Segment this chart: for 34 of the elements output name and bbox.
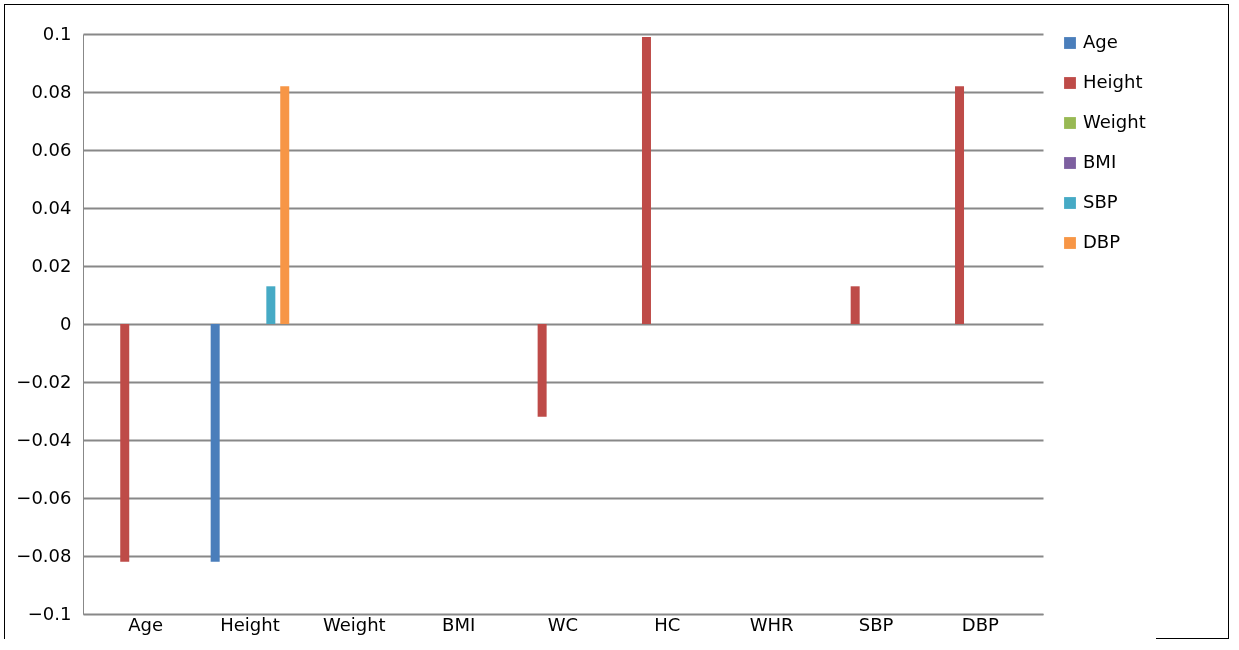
bar — [266, 286, 276, 324]
legend-label: SBP — [1083, 191, 1118, 212]
y-tick-label: 0 — [60, 312, 72, 334]
x-tick-label: Age — [128, 613, 164, 635]
bar — [120, 324, 130, 562]
y-tick-label: 0.04 — [31, 196, 72, 218]
bar — [280, 86, 290, 324]
x-tick-label: BMI — [442, 613, 476, 635]
legend-label: Weight — [1083, 111, 1146, 132]
y-tick-label: 0.08 — [31, 80, 72, 102]
y-tick-label: 0.02 — [31, 254, 72, 276]
legend-label: Height — [1083, 71, 1143, 92]
x-tick-label: Height — [220, 613, 280, 635]
legend-label: Age — [1083, 31, 1118, 52]
bar — [955, 86, 965, 324]
y-tick-label: 0.06 — [31, 138, 72, 160]
legend-label: DBP — [1083, 231, 1121, 252]
x-tick-label: WHR — [749, 613, 794, 635]
legend-label: BMI — [1083, 151, 1117, 172]
y-tick-label: −0.02 — [16, 370, 72, 392]
x-tick-label: Weight — [322, 613, 386, 635]
x-tick-label: WC — [547, 613, 579, 635]
x-tick-label: HC — [654, 613, 681, 635]
y-tick-label: −0.08 — [16, 544, 72, 566]
bar — [641, 36, 651, 324]
bar — [850, 286, 860, 324]
bar — [210, 324, 220, 562]
bar — [537, 324, 547, 417]
x-tick-label: SBP — [858, 613, 894, 635]
y-tick-label: −0.06 — [16, 486, 72, 508]
y-tick-label: −0.1 — [27, 602, 72, 624]
y-tick-label: 0.1 — [42, 22, 72, 44]
y-tick-label: −0.04 — [16, 428, 72, 450]
x-tick-label: DBP — [961, 613, 1000, 635]
